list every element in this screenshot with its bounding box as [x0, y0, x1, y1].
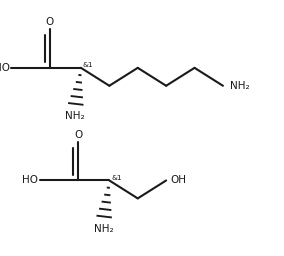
Text: HO: HO: [0, 63, 10, 73]
Text: O: O: [74, 130, 82, 140]
Text: &1: &1: [83, 62, 93, 68]
Text: OH: OH: [170, 175, 186, 186]
Text: NH₂: NH₂: [230, 81, 250, 91]
Text: O: O: [45, 17, 54, 27]
Text: NH₂: NH₂: [65, 111, 85, 121]
Text: &1: &1: [111, 175, 122, 181]
Text: HO: HO: [22, 175, 38, 186]
Text: NH₂: NH₂: [94, 224, 114, 234]
